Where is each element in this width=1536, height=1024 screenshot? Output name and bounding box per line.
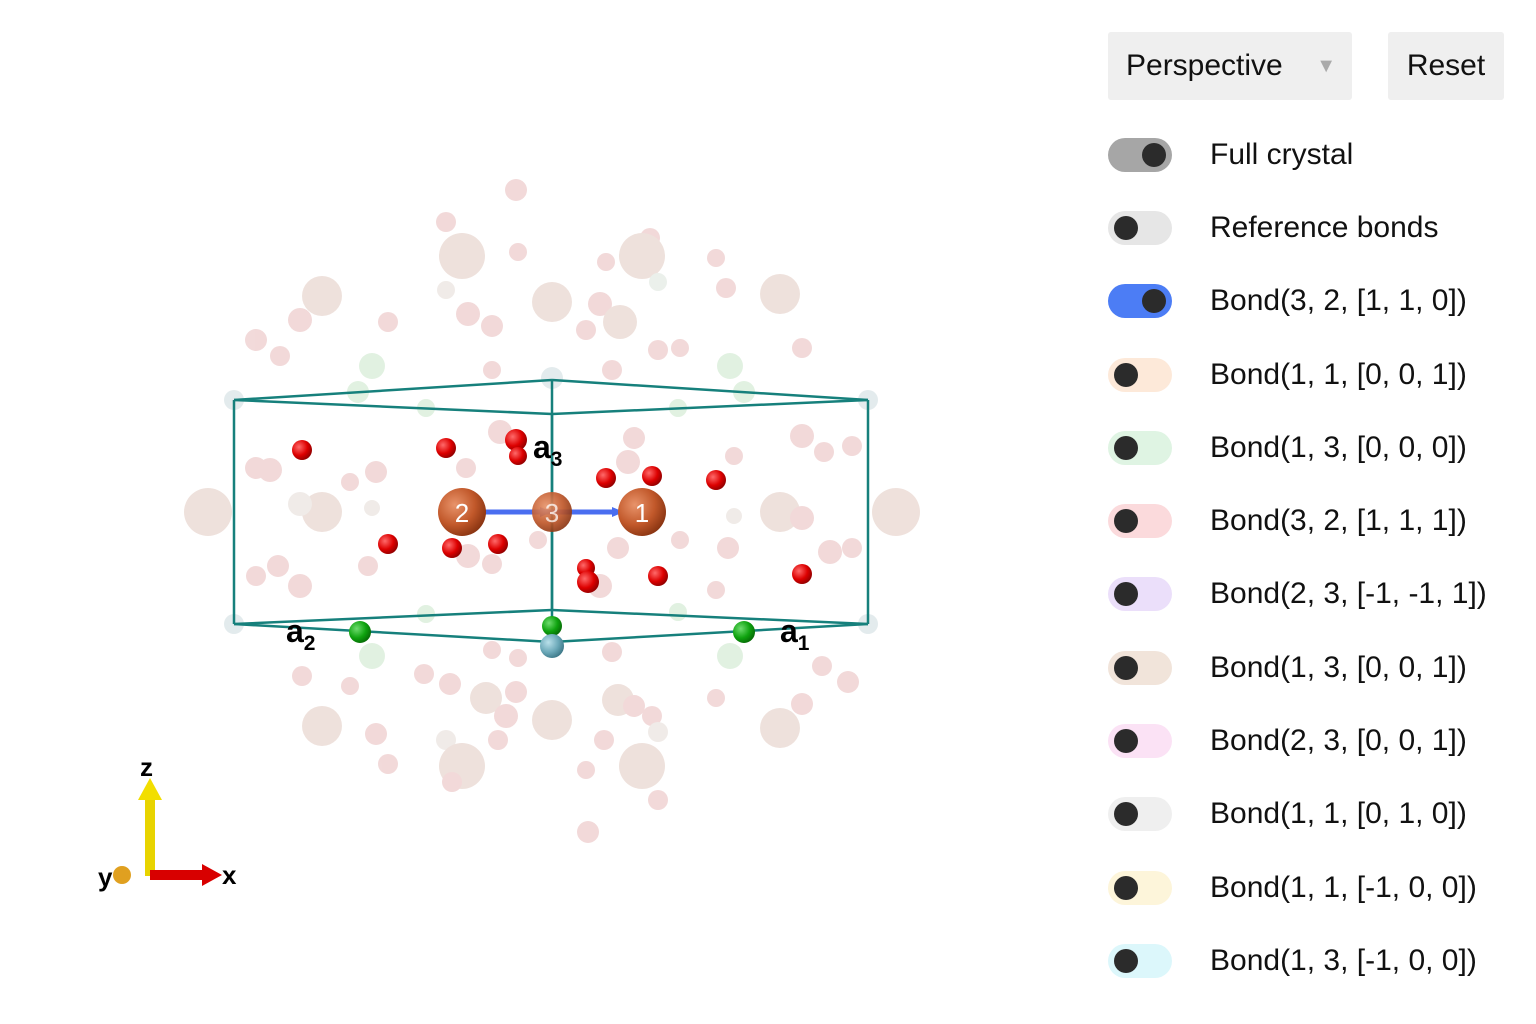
toggle-switch[interactable] (1108, 577, 1172, 612)
lattice-label-a1: a1 (780, 613, 810, 655)
lattice-label-a2: a2 (286, 613, 315, 655)
toggle-switch[interactable] (1108, 357, 1172, 392)
toggle-switch[interactable] (1108, 797, 1172, 832)
chevron-down-icon: ▼ (1316, 54, 1336, 77)
toggle-row[interactable]: Bond(1, 3, [0, 0, 1]) (1108, 631, 1528, 704)
toggle-knob (1114, 215, 1138, 240)
toggle-row[interactable]: Bond(2, 3, [-1, -1, 1]) (1108, 558, 1528, 631)
toggle-label: Reference bonds (1210, 210, 1439, 244)
toggle-knob (1114, 435, 1138, 460)
axis-y-label: y (98, 862, 113, 892)
atom-labels: 2 3 1 (455, 498, 649, 528)
toggle-list: Full crystal Reference bonds Bond(3, 2, [1… (1108, 118, 1528, 998)
axis-z-label: z (140, 752, 153, 782)
toggle-label: Bond(1, 3, [-1, 0, 0]) (1210, 943, 1477, 977)
atom-label-2: 2 (455, 498, 469, 528)
toggle-switch[interactable] (1108, 430, 1172, 465)
toggle-row[interactable]: Bond(1, 3, [0, 0, 0]) (1108, 411, 1528, 484)
oxygen-atoms (292, 429, 812, 593)
toggle-switch[interactable] (1108, 504, 1172, 539)
green-atoms (349, 616, 755, 643)
cu-atoms (438, 488, 666, 536)
toggle-row[interactable]: Bond(1, 1, [-1, 0, 0]) (1108, 851, 1528, 924)
toggle-switch[interactable] (1108, 870, 1172, 905)
toggle-label: Bond(3, 2, [1, 1, 1]) (1210, 504, 1467, 538)
toggle-label: Bond(2, 3, [0, 0, 1]) (1210, 724, 1467, 758)
toggle-label: Bond(1, 1, [-1, 0, 0]) (1210, 870, 1477, 904)
reset-button[interactable]: Reset (1388, 32, 1504, 100)
toggle-knob (1114, 509, 1138, 534)
toggle-label: Bond(1, 3, [0, 0, 1]) (1210, 650, 1467, 684)
crystal-viewport[interactable]: 2 3 1 a3 a2 a1 z x y (0, 0, 1060, 1024)
toggle-switch[interactable] (1108, 650, 1172, 685)
toggle-switch[interactable] (1108, 137, 1172, 172)
orientation-axes: z x y (98, 752, 237, 892)
toggle-knob (1142, 142, 1166, 167)
toggle-switch[interactable] (1108, 284, 1172, 319)
projection-select-value: Perspective (1126, 49, 1283, 82)
toggle-knob (1114, 582, 1138, 607)
toggle-switch[interactable] (1108, 210, 1172, 245)
atom-label-1: 1 (635, 498, 649, 528)
toggle-knob (1142, 289, 1166, 314)
toggle-label: Bond(1, 1, [0, 1, 0]) (1210, 797, 1467, 831)
toggle-knob (1114, 802, 1138, 827)
toggle-label: Bond(1, 1, [0, 0, 1]) (1210, 357, 1467, 391)
toggle-knob (1114, 729, 1138, 754)
toggle-row[interactable]: Bond(3, 2, [1, 1, 1]) (1108, 484, 1528, 557)
toggle-switch[interactable] (1108, 943, 1172, 978)
toggle-row[interactable]: Bond(1, 1, [0, 1, 0]) (1108, 778, 1528, 851)
atom-label-3: 3 (545, 498, 559, 528)
toggle-knob (1114, 655, 1138, 680)
toggle-row[interactable]: Bond(1, 1, [0, 0, 1]) (1108, 338, 1528, 411)
toggle-label: Full crystal (1210, 137, 1354, 171)
toggle-knob (1114, 362, 1138, 387)
toggle-row[interactable]: Full crystal (1108, 118, 1528, 191)
lattice-label-a3: a3 (533, 429, 562, 471)
unit-cell (232, 378, 870, 644)
toggle-knob (1114, 875, 1138, 900)
toggle-row[interactable]: Reference bonds (1108, 191, 1528, 264)
toggle-switch[interactable] (1108, 724, 1172, 759)
toggle-row[interactable]: Bond(1, 3, [-1, 0, 0]) (1108, 924, 1528, 997)
toggle-label: Bond(3, 2, [1, 1, 0]) (1210, 284, 1467, 318)
blue-atom (540, 634, 564, 658)
control-panel: Perspective ▼ Reset Full crystal Referenc… (1108, 32, 1528, 998)
toggle-row[interactable]: Bond(3, 2, [1, 1, 0]) (1108, 265, 1528, 338)
toggle-row[interactable]: Bond(2, 3, [0, 0, 1]) (1108, 704, 1528, 777)
toggle-label: Bond(2, 3, [-1, -1, 1]) (1210, 577, 1487, 611)
axis-x-label: x (222, 860, 237, 890)
toggle-knob (1114, 948, 1138, 973)
projection-select[interactable]: Perspective ▼ (1108, 32, 1352, 100)
toggle-label: Bond(1, 3, [0, 0, 0]) (1210, 430, 1467, 464)
